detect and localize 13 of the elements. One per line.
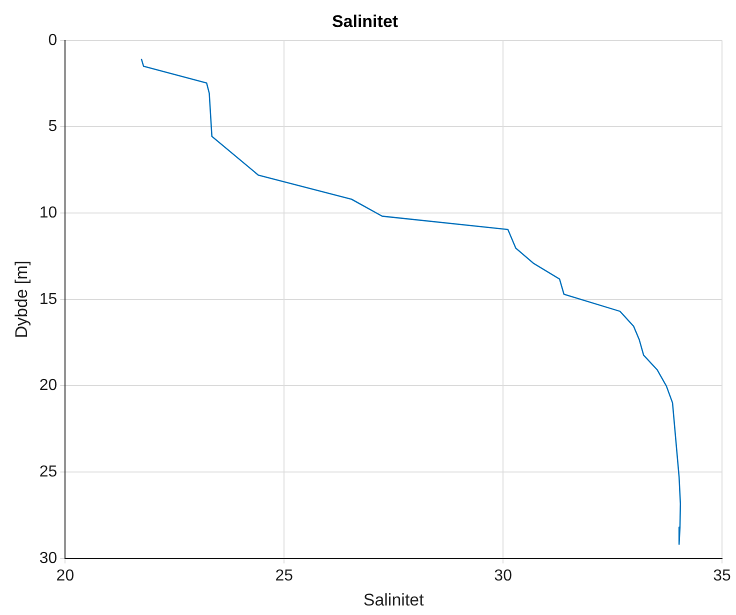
y-tick-label: 10 — [39, 204, 58, 222]
y-axis-title: Dybde [m] — [12, 260, 31, 338]
x-tick-label: 30 — [494, 567, 512, 584]
y-tick-label: 15 — [39, 290, 58, 308]
y-tick-label: 30 — [39, 550, 58, 567]
chart-title: Salinitet — [332, 12, 398, 31]
y-tick-label: 20 — [39, 377, 58, 394]
x-axis-title: Salinitet — [363, 590, 424, 610]
y-tick-label: 5 — [48, 118, 58, 136]
x-tick-label: 35 — [713, 567, 731, 584]
y-tick-label: 25 — [39, 463, 58, 480]
y-tick-label: 0 — [48, 32, 58, 49]
x-tick-label: 25 — [275, 567, 294, 584]
